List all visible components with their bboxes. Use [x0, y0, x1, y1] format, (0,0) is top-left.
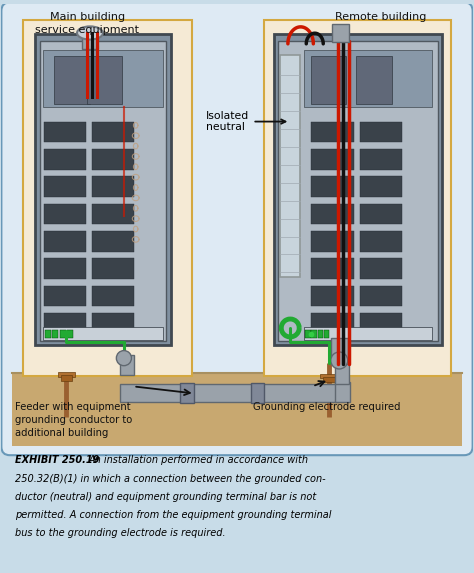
- Bar: [311, 203, 354, 224]
- Bar: [43, 328, 163, 340]
- Text: 250.32(B)(1) in which a connection between the grounded con-: 250.32(B)(1) in which a connection betwe…: [15, 474, 325, 484]
- Bar: [92, 149, 134, 170]
- Bar: [92, 121, 134, 142]
- Bar: [311, 330, 317, 338]
- Bar: [359, 176, 402, 197]
- Bar: [318, 330, 323, 338]
- Bar: [92, 203, 134, 224]
- Bar: [332, 23, 349, 42]
- Bar: [12, 372, 462, 446]
- Bar: [335, 382, 350, 402]
- Text: Remote building: Remote building: [335, 12, 427, 22]
- Bar: [36, 34, 171, 346]
- Bar: [311, 231, 354, 252]
- Circle shape: [309, 332, 314, 337]
- Bar: [120, 384, 339, 402]
- Bar: [265, 365, 447, 375]
- Bar: [44, 149, 86, 170]
- Text: Grounding electrode required: Grounding electrode required: [254, 402, 401, 412]
- Bar: [44, 203, 86, 224]
- Bar: [304, 328, 432, 340]
- Bar: [305, 330, 310, 338]
- Bar: [25, 365, 192, 375]
- Bar: [58, 372, 75, 377]
- Bar: [311, 258, 354, 279]
- Bar: [274, 34, 442, 346]
- Bar: [324, 330, 329, 338]
- Bar: [331, 338, 348, 364]
- Bar: [359, 203, 402, 224]
- Text: EXHIBIT 250.19: EXHIBIT 250.19: [15, 455, 99, 465]
- Text: An installation performed in accordance with: An installation performed in accordance …: [89, 455, 309, 465]
- Circle shape: [117, 351, 131, 366]
- Bar: [359, 258, 402, 279]
- Text: permitted. A connection from the equipment grounding terminal: permitted. A connection from the equipme…: [15, 510, 331, 520]
- Bar: [320, 374, 337, 378]
- Bar: [359, 121, 402, 142]
- Circle shape: [331, 352, 348, 369]
- Bar: [23, 20, 192, 376]
- Bar: [311, 313, 354, 333]
- Bar: [61, 375, 72, 380]
- Bar: [359, 313, 402, 333]
- Bar: [92, 285, 134, 307]
- FancyBboxPatch shape: [1, 2, 473, 455]
- Bar: [45, 330, 51, 338]
- Bar: [311, 285, 354, 307]
- Bar: [280, 54, 300, 277]
- Bar: [120, 355, 134, 375]
- Bar: [60, 330, 66, 338]
- Bar: [92, 176, 134, 197]
- Bar: [92, 231, 134, 252]
- Bar: [54, 56, 90, 104]
- Bar: [44, 121, 86, 142]
- Text: Main building
service equipment: Main building service equipment: [35, 12, 139, 35]
- Bar: [311, 176, 354, 197]
- Bar: [87, 56, 122, 104]
- Text: ductor (neutral) and equipment grounding terminal bar is not: ductor (neutral) and equipment grounding…: [15, 492, 316, 502]
- Bar: [335, 363, 349, 384]
- Bar: [264, 20, 451, 376]
- Bar: [44, 285, 86, 307]
- Bar: [311, 149, 354, 170]
- Bar: [359, 285, 402, 307]
- Bar: [67, 330, 73, 338]
- Bar: [44, 176, 86, 197]
- Bar: [359, 149, 402, 170]
- Bar: [181, 383, 194, 403]
- Bar: [304, 50, 432, 107]
- Bar: [92, 258, 134, 279]
- Bar: [44, 231, 86, 252]
- Bar: [92, 313, 134, 333]
- Text: bus to the grounding electrode is required.: bus to the grounding electrode is requir…: [15, 528, 225, 538]
- Bar: [356, 56, 392, 104]
- Bar: [278, 41, 438, 341]
- Bar: [40, 41, 166, 341]
- Bar: [359, 231, 402, 252]
- Text: Feeder with equipment
grounding conductor to
additional building: Feeder with equipment grounding conducto…: [15, 402, 132, 438]
- Bar: [44, 313, 86, 333]
- Bar: [251, 383, 264, 403]
- Bar: [311, 121, 354, 142]
- Bar: [323, 376, 335, 382]
- Bar: [52, 330, 58, 338]
- Bar: [44, 258, 86, 279]
- Text: Isolated
neutral: Isolated neutral: [206, 111, 285, 132]
- Bar: [43, 50, 163, 107]
- Bar: [82, 30, 98, 49]
- Ellipse shape: [77, 26, 103, 40]
- Bar: [310, 56, 346, 104]
